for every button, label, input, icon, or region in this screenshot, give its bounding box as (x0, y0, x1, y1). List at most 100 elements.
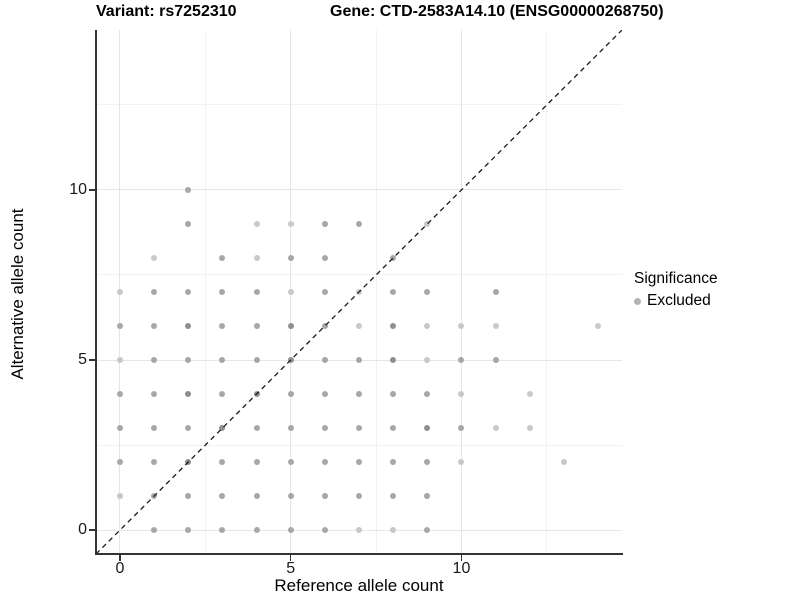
data-point (253, 459, 260, 466)
gridline-minor-horizontal (96, 274, 622, 276)
data-point (219, 391, 226, 398)
data-point (424, 323, 431, 330)
data-point (219, 527, 226, 534)
data-point (287, 459, 294, 466)
data-point (595, 323, 602, 330)
legend-item-label: Excluded (647, 292, 711, 309)
data-point (321, 254, 328, 261)
gridline-minor-horizontal (96, 444, 622, 446)
data-point (287, 425, 294, 432)
x-tick-label: 0 (115, 560, 125, 577)
data-point (356, 425, 362, 432)
data-point (116, 323, 123, 330)
data-point (253, 323, 260, 330)
data-point (253, 425, 260, 432)
y-tick-mark (89, 529, 95, 531)
data-point (287, 254, 294, 261)
legend-title: Significance (634, 270, 718, 287)
data-point (424, 220, 431, 227)
data-point (287, 323, 294, 330)
data-point (458, 357, 465, 364)
data-point (151, 254, 158, 261)
data-point (185, 220, 192, 227)
plot-panel (96, 30, 622, 554)
gridline-minor-vertical (546, 30, 548, 554)
x-tick-label: 10 (452, 560, 471, 577)
data-point (492, 323, 499, 330)
data-point (424, 289, 431, 295)
data-point (321, 391, 328, 398)
data-point (526, 391, 533, 398)
data-point (390, 323, 397, 330)
data-point (219, 254, 226, 261)
data-point (219, 493, 226, 500)
data-point (219, 459, 226, 466)
y-tick-label: 5 (78, 351, 87, 369)
data-point (321, 289, 328, 295)
gridline-minor-horizontal (96, 104, 622, 106)
data-point (151, 289, 158, 295)
data-point (560, 459, 567, 466)
data-point (287, 391, 294, 398)
data-point (253, 493, 260, 500)
data-point (116, 425, 123, 432)
data-point (287, 357, 294, 364)
gridline-minor-vertical (375, 30, 377, 554)
data-point (185, 357, 192, 364)
y-tick-label: 0 (78, 521, 87, 539)
data-point (287, 493, 294, 500)
data-point (424, 493, 431, 500)
data-point (321, 220, 328, 227)
y-tick-mark (89, 359, 95, 361)
data-point (253, 289, 260, 295)
data-point (424, 391, 431, 398)
data-point (356, 220, 362, 227)
data-point (492, 357, 499, 364)
x-axis-line (95, 553, 623, 555)
data-point (321, 527, 328, 534)
data-point (151, 391, 158, 398)
data-point (185, 289, 192, 295)
data-point (253, 220, 260, 227)
data-point (219, 289, 226, 295)
data-point (356, 527, 362, 534)
data-point (492, 289, 499, 295)
data-point (321, 493, 328, 500)
data-point (151, 459, 158, 466)
data-point (151, 493, 158, 500)
data-point (116, 289, 123, 295)
x-axis-title: Reference allele count (274, 576, 444, 595)
legend-point-icon (634, 297, 641, 305)
data-point (390, 357, 397, 364)
data-point (424, 357, 431, 364)
data-point (287, 527, 294, 534)
x-tick-mark (119, 555, 121, 561)
plot-title-variant: Variant: rs7252310 (96, 3, 237, 20)
gridline-minor-vertical (204, 30, 206, 554)
data-point (458, 391, 465, 398)
data-point (390, 493, 397, 500)
x-tick-mark (460, 555, 463, 561)
data-point (185, 527, 192, 534)
data-point (185, 323, 192, 330)
data-point (185, 459, 192, 466)
data-point (390, 527, 397, 534)
data-point (356, 289, 362, 295)
data-point (151, 323, 158, 330)
data-point (390, 254, 397, 261)
data-point (321, 425, 328, 432)
data-point (151, 357, 158, 364)
data-point (390, 289, 397, 295)
data-point (219, 323, 226, 330)
data-point (185, 493, 192, 500)
data-point (390, 459, 397, 466)
data-point (356, 493, 362, 500)
data-point (321, 357, 328, 364)
x-tick-mark (289, 555, 292, 561)
legend-item-excluded: Excluded (634, 292, 718, 310)
data-point (219, 357, 226, 364)
x-tick-label: 5 (286, 560, 296, 577)
data-point (424, 527, 431, 534)
y-tick-label: 10 (69, 180, 87, 198)
